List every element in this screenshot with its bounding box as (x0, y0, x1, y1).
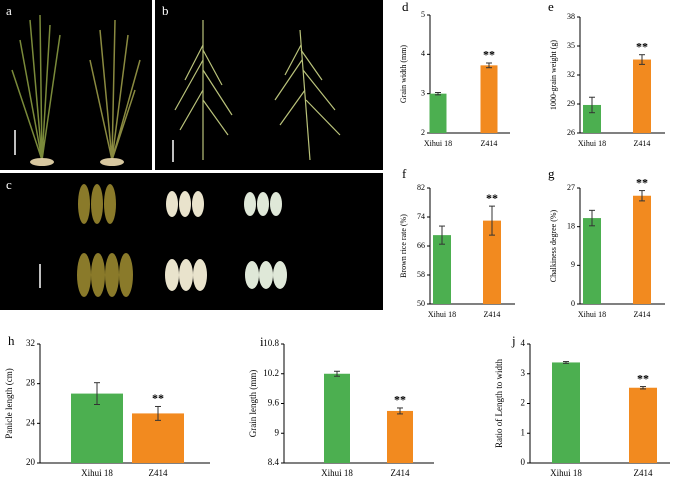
y-tick-label: 8.4 (268, 457, 280, 467)
panel-label: g (548, 166, 555, 181)
significance: ** (486, 191, 498, 205)
bar (132, 413, 184, 463)
significance: ** (483, 48, 495, 62)
grains-brown (165, 191, 207, 291)
bar (633, 195, 651, 304)
x-tick-label: Z414 (634, 310, 651, 319)
significance: ** (636, 39, 648, 53)
y-axis-label: Panicle length (cm) (4, 368, 14, 438)
plant-left (11, 14, 61, 161)
bar (324, 373, 350, 463)
bar (583, 104, 601, 133)
y-tick-label: 32 (567, 70, 575, 79)
x-tick-label: Z414 (481, 139, 498, 148)
bar (433, 235, 451, 304)
bar (480, 65, 498, 133)
y-axis-label: Grain length (mm) (248, 370, 258, 437)
y-axis-label: Brown rice rate (%) (399, 214, 408, 278)
y-tick-label: 58 (417, 270, 425, 279)
x-tick-label: Z414 (484, 310, 501, 319)
x-tick-label: Z414 (634, 468, 653, 477)
y-tick-label: 2 (521, 398, 526, 408)
grains-milled (244, 192, 287, 289)
photo-b (155, 0, 383, 170)
photo-panels: a b c (0, 0, 383, 310)
grains-hulled (77, 184, 133, 297)
y-tick-label: 1 (521, 427, 526, 437)
significance: ** (637, 371, 649, 385)
y-tick-label: 4 (421, 49, 425, 58)
panel-label: a (6, 3, 12, 18)
panel-label: b (162, 3, 169, 18)
y-tick-label: 4 (521, 338, 526, 348)
y-tick-label: 0 (521, 457, 526, 467)
y-axis-label: Grain width (mm) (399, 45, 408, 104)
panel-label: e (548, 0, 554, 14)
x-tick-label: Z414 (149, 468, 168, 477)
y-tick-label: 2 (421, 128, 425, 137)
significance: ** (394, 393, 406, 407)
panel-label: c (6, 177, 12, 192)
bar (629, 387, 657, 463)
y-tick-label: 18 (567, 221, 575, 230)
y-tick-label: 0 (571, 299, 575, 308)
x-tick-label: Xihui 18 (578, 139, 606, 148)
y-tick-label: 27 (567, 183, 575, 192)
y-tick-label: 66 (417, 241, 425, 250)
y-tick-label: 24 (26, 417, 36, 427)
bar (387, 410, 413, 463)
panel-label: d (402, 0, 409, 14)
y-tick-label: 28 (26, 378, 36, 388)
photo-c (0, 173, 383, 310)
x-tick-label: Xihui 18 (81, 468, 113, 477)
x-tick-label: Xihui 18 (550, 468, 582, 477)
pot (30, 158, 54, 166)
y-tick-label: 3 (421, 88, 425, 97)
y-axis-label: Ratio of Length to width (494, 359, 504, 448)
y-tick-label: 10.8 (263, 338, 279, 348)
bar (71, 393, 123, 463)
y-tick-label: 9 (571, 260, 575, 269)
y-axis-label: 1000-grain weight (g) (549, 40, 558, 111)
photo-a (0, 0, 152, 170)
panel-label: f (402, 166, 407, 181)
bar (483, 220, 501, 304)
y-tick-label: 38 (567, 12, 575, 21)
x-tick-label: Xihui 18 (321, 468, 353, 477)
panel-label: h (8, 333, 15, 348)
y-tick-label: 82 (417, 183, 425, 192)
y-tick-label: 35 (567, 41, 575, 50)
panel-label: i (260, 334, 264, 349)
x-tick-label: Xihui 18 (424, 139, 452, 148)
x-tick-label: Z414 (391, 468, 410, 477)
bar (552, 362, 580, 463)
y-tick-label: 32 (26, 338, 35, 348)
y-tick-label: 9 (275, 427, 280, 437)
panel-label: j (511, 333, 516, 348)
significance: ** (152, 391, 164, 405)
x-tick-label: Xihui 18 (578, 310, 606, 319)
y-tick-label: 50 (417, 299, 425, 308)
panicle-right (274, 29, 341, 161)
y-tick-label: 3 (521, 368, 526, 378)
significance: ** (636, 175, 648, 189)
y-axis-label: Chalkiness degree (%) (549, 209, 558, 282)
bar (429, 93, 447, 133)
y-tick-label: 10.2 (263, 368, 279, 378)
bar (583, 218, 601, 304)
y-tick-label: 5 (421, 10, 425, 19)
y-tick-label: 26 (567, 128, 575, 137)
x-tick-label: Z414 (634, 139, 651, 148)
y-tick-label: 9.6 (268, 398, 280, 408)
plant-right (89, 19, 141, 161)
y-tick-label: 20 (26, 457, 36, 467)
x-tick-label: Xihui 18 (428, 310, 456, 319)
bar (633, 59, 651, 133)
y-tick-label: 74 (417, 212, 425, 221)
panicle-left (174, 20, 233, 160)
pot (100, 158, 124, 166)
y-tick-label: 29 (567, 99, 575, 108)
